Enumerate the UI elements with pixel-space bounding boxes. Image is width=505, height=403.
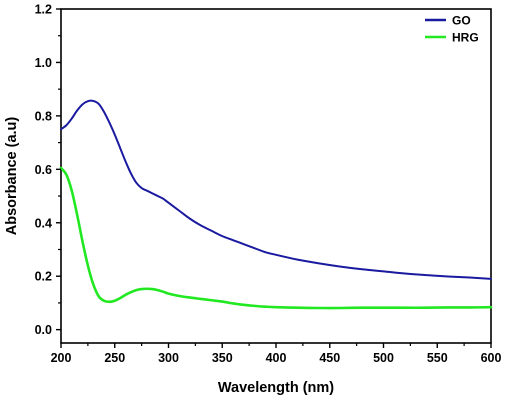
y-tick-label: 0.4 — [35, 216, 52, 230]
y-tick-label: 0.2 — [35, 270, 52, 284]
legend-label-go: GO — [452, 14, 471, 28]
y-tick-label: 1.0 — [35, 56, 52, 70]
plot-frame — [60, 8, 492, 344]
y-axis-title: Absorbance (a.u) — [4, 117, 20, 236]
y-tick-label: 0.8 — [35, 109, 52, 123]
series-line-hrg — [59, 166, 493, 310]
axes-layer: 200 250 300 350 400 450 500 550 600 0.0 0.2 0.4 0.6 0… — [35, 3, 502, 366]
x-axis-title: Wavelength (nm) — [218, 380, 334, 396]
legend-label-hrg: HRG — [452, 31, 479, 45]
series-line-go — [60, 99, 492, 280]
x-tick-label: 500 — [373, 351, 394, 365]
y-tick-label: 0.0 — [35, 323, 52, 337]
y-tick-label: 1.2 — [35, 3, 52, 17]
x-tick-label: 250 — [104, 351, 125, 365]
x-tick-label: 550 — [427, 351, 448, 365]
x-tick-label: 200 — [51, 351, 72, 365]
series-layer — [59, 99, 493, 310]
x-tick-label: 400 — [266, 351, 287, 365]
x-tick-label: 350 — [212, 351, 233, 365]
x-tick-label: 300 — [158, 351, 179, 365]
y-tick-label: 0.6 — [35, 163, 52, 177]
legend: GO HRG — [425, 14, 479, 45]
x-tick-label: 450 — [319, 351, 340, 365]
x-tick-label: 600 — [481, 351, 502, 365]
